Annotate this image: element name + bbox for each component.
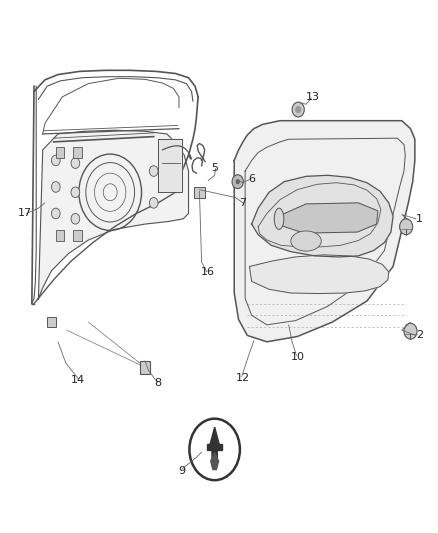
Polygon shape — [207, 444, 212, 450]
Text: 10: 10 — [290, 352, 304, 361]
Circle shape — [404, 323, 417, 339]
Bar — [194, 187, 205, 198]
Circle shape — [51, 208, 60, 219]
Text: 17: 17 — [18, 208, 32, 219]
Text: 1: 1 — [416, 214, 423, 224]
Circle shape — [189, 419, 240, 480]
Polygon shape — [209, 427, 220, 465]
Bar — [56, 147, 64, 158]
Circle shape — [232, 175, 244, 189]
Ellipse shape — [291, 231, 321, 251]
Bar — [73, 147, 82, 158]
Text: 9: 9 — [178, 466, 186, 475]
Circle shape — [71, 187, 80, 198]
Polygon shape — [158, 139, 182, 192]
Polygon shape — [211, 453, 219, 470]
Text: 12: 12 — [236, 373, 250, 383]
Circle shape — [51, 182, 60, 192]
Text: 14: 14 — [71, 375, 85, 385]
Polygon shape — [250, 255, 389, 294]
Ellipse shape — [274, 208, 284, 229]
Text: 5: 5 — [211, 164, 218, 173]
Circle shape — [149, 198, 158, 208]
Circle shape — [292, 102, 304, 117]
Bar — [47, 317, 56, 327]
Circle shape — [51, 155, 60, 166]
Polygon shape — [217, 444, 223, 450]
Circle shape — [149, 166, 158, 176]
Text: 8: 8 — [155, 378, 162, 388]
Text: 13: 13 — [306, 92, 320, 102]
Text: 7: 7 — [240, 198, 247, 208]
Circle shape — [71, 158, 80, 168]
Circle shape — [71, 214, 80, 224]
Text: 6: 6 — [248, 174, 255, 184]
Circle shape — [399, 219, 413, 235]
Circle shape — [236, 179, 240, 184]
Bar — [73, 230, 82, 241]
Polygon shape — [252, 175, 393, 257]
Polygon shape — [280, 203, 378, 233]
Circle shape — [295, 106, 301, 114]
Bar — [140, 361, 150, 374]
Text: 16: 16 — [201, 267, 215, 277]
Text: 2: 2 — [416, 330, 423, 341]
Polygon shape — [234, 120, 415, 342]
Bar — [56, 230, 64, 241]
Polygon shape — [39, 130, 188, 300]
